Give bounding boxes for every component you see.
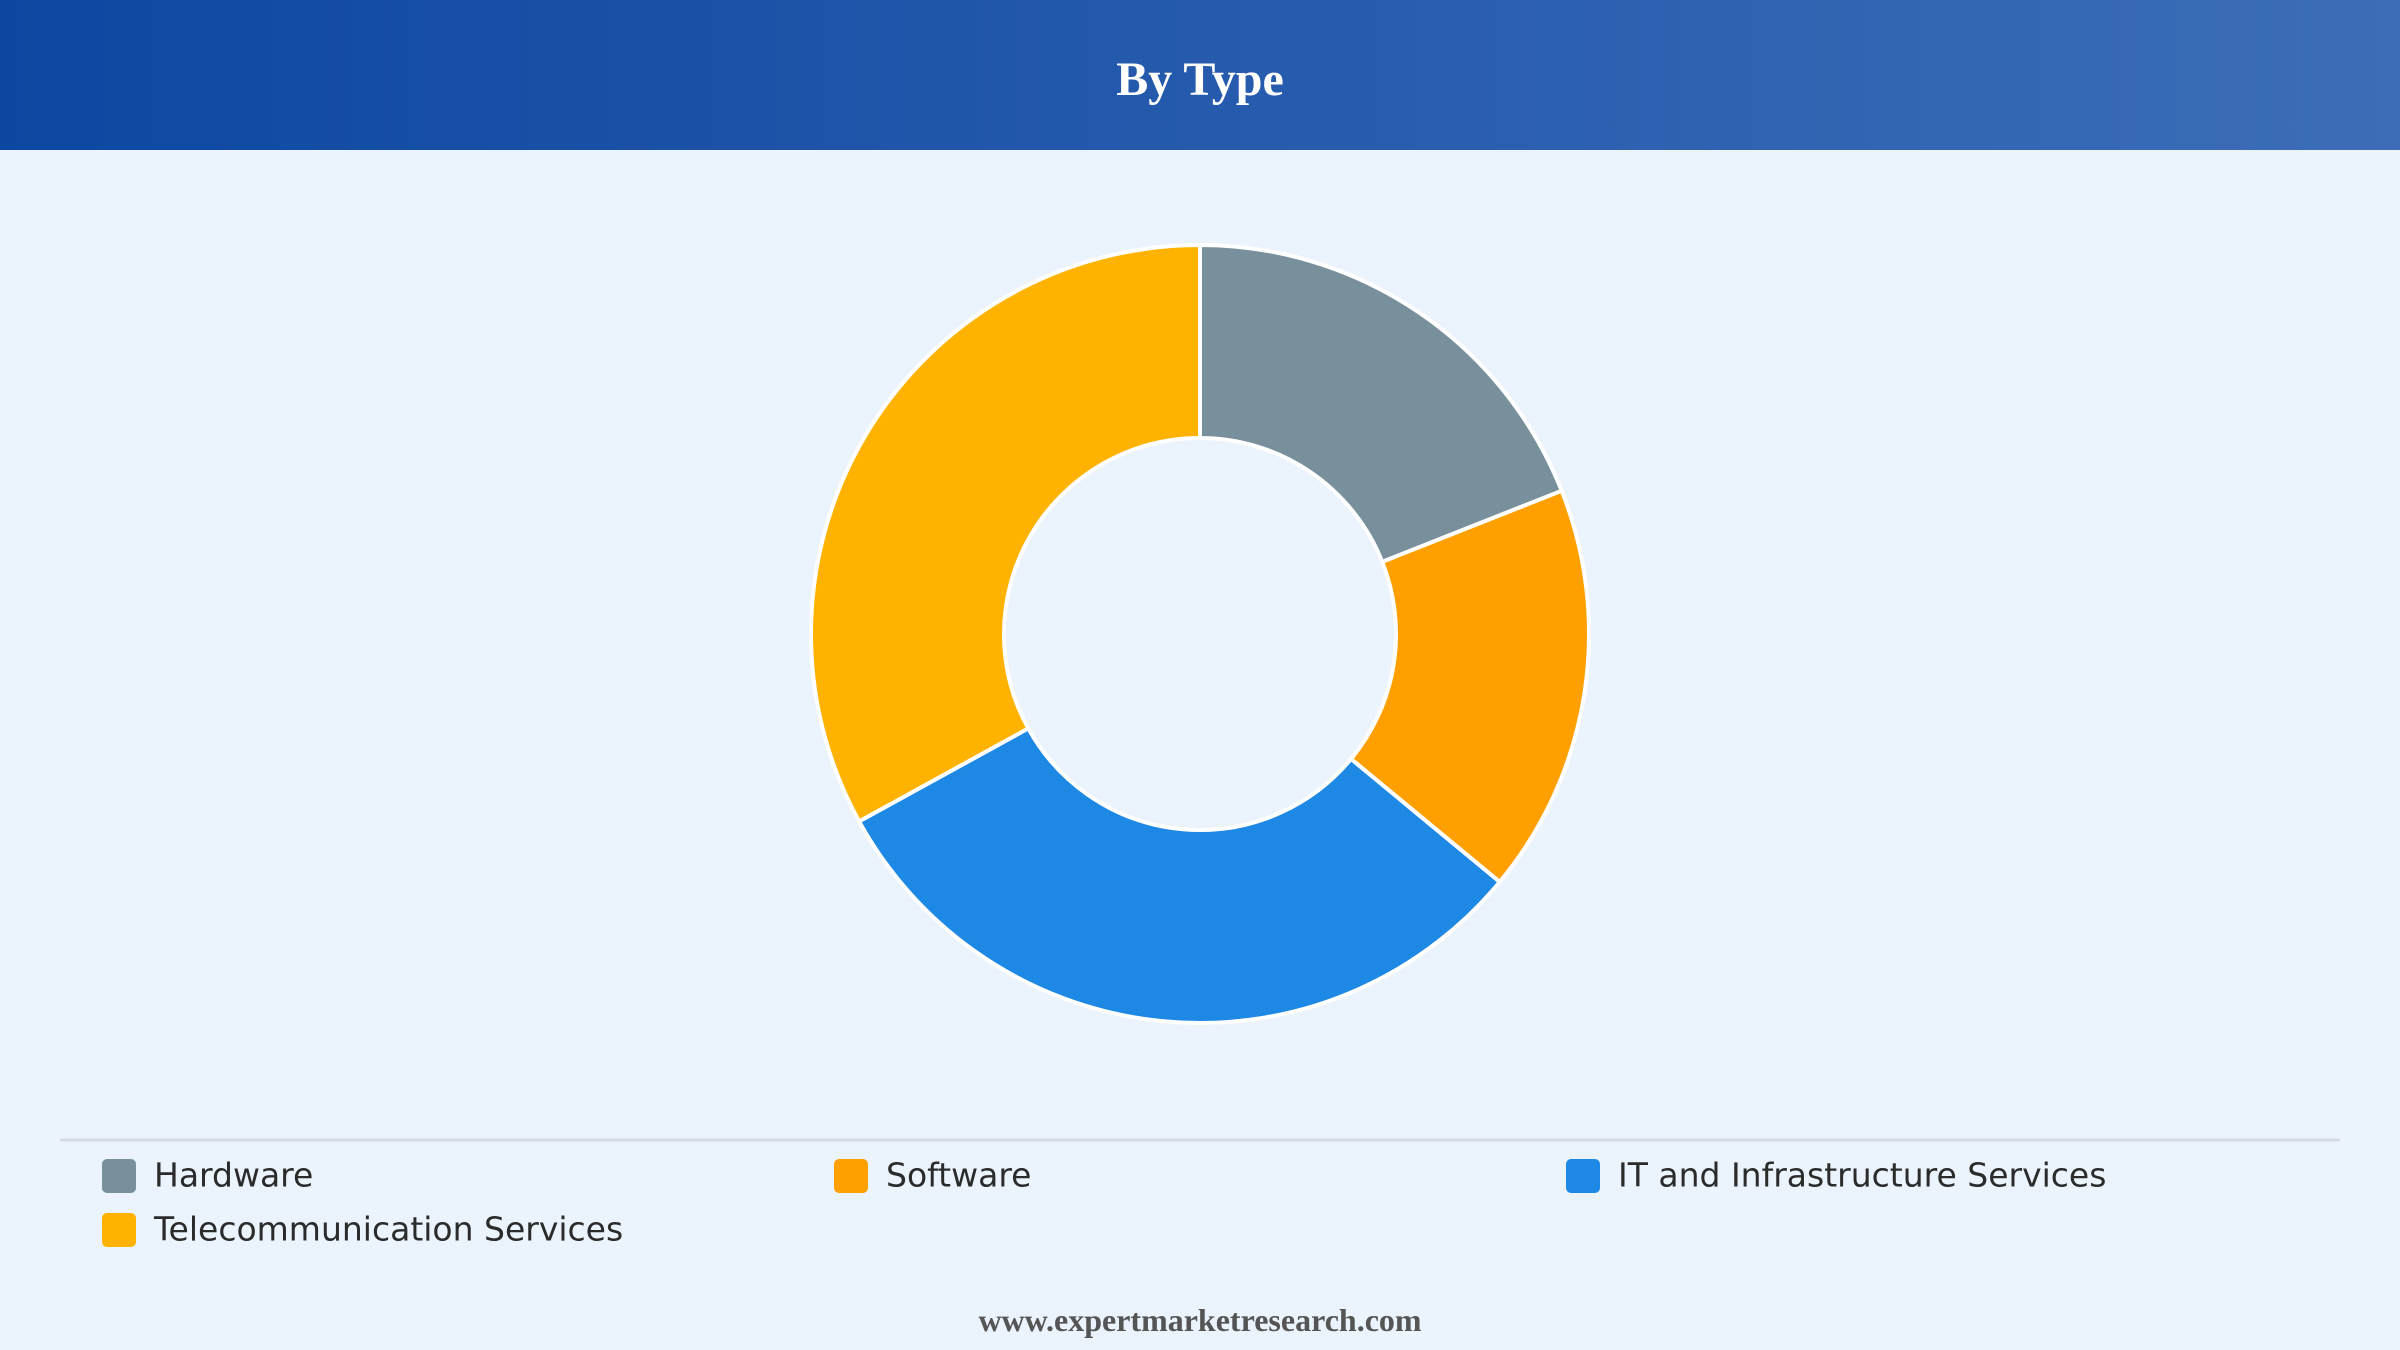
donut-slice (809, 242, 1202, 825)
legend-label: Hardware (154, 1156, 313, 1195)
header-bar (0, 0, 2400, 150)
legend-label: Software (886, 1156, 1031, 1195)
footer-url: www.expertmarketresearch.com (978, 1302, 1421, 1338)
chart-title: By Type (1116, 53, 1284, 106)
legend-label: IT and Infrastructure Services (1618, 1156, 2106, 1195)
legend-swatch (834, 1159, 868, 1193)
legend-swatch (102, 1213, 136, 1247)
legend-swatch (102, 1159, 136, 1193)
donut-slice (1198, 242, 1565, 565)
donut-slice (856, 725, 1503, 1025)
legend-label: Telecommunication Services (153, 1210, 623, 1249)
donut-slice (1348, 488, 1591, 885)
legend-swatch (1566, 1159, 1600, 1193)
